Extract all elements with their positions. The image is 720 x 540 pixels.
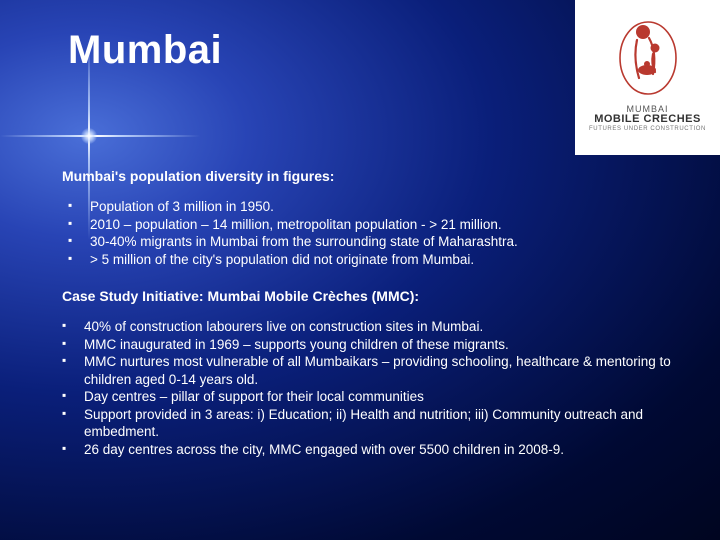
list-item: 26 day centres across the city, MMC enga… — [56, 441, 690, 459]
section1-list: Population of 3 million in 1950. 2010 – … — [62, 198, 690, 268]
list-item: MMC inaugurated in 1969 – supports young… — [56, 336, 690, 354]
slide-title: Mumbai — [68, 28, 222, 73]
list-item: MMC nurtures most vulnerable of all Mumb… — [56, 353, 690, 388]
slide-content: Mumbai's population diversity in figures… — [62, 168, 690, 479]
logo-text-line2: MOBILE CRECHES — [575, 113, 720, 125]
section1-heading: Mumbai's population diversity in figures… — [62, 168, 690, 184]
lens-flare-horizontal — [0, 135, 200, 137]
logo-tagline: FUTURES UNDER CONSTRUCTION — [575, 126, 720, 132]
section2-list: 40% of construction labourers live on co… — [56, 318, 690, 458]
lens-flare-core — [81, 128, 97, 144]
list-item: 2010 – population – 14 million, metropol… — [62, 216, 690, 234]
logo-container: MUMBAI MOBILE CRECHES FUTURES UNDER CONS… — [575, 0, 720, 155]
list-item: 30-40% migrants in Mumbai from the surro… — [62, 233, 690, 251]
list-item: Population of 3 million in 1950. — [62, 198, 690, 216]
logo-icon — [613, 8, 683, 98]
list-item: Day centres – pillar of support for thei… — [56, 388, 690, 406]
section2-heading: Case Study Initiative: Mumbai Mobile Crè… — [62, 288, 690, 304]
list-item: 40% of construction labourers live on co… — [56, 318, 690, 336]
list-item: Support provided in 3 areas: i) Educatio… — [56, 406, 690, 441]
list-item: > 5 million of the city's population did… — [62, 251, 690, 269]
